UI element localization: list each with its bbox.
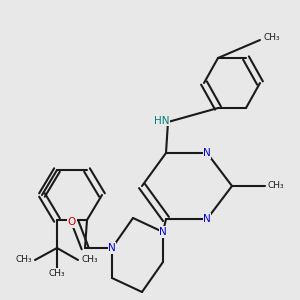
Text: CH₃: CH₃: [268, 182, 285, 190]
Text: CH₃: CH₃: [81, 256, 98, 265]
Text: O: O: [68, 217, 76, 227]
Text: CH₃: CH₃: [263, 32, 280, 41]
Text: HN: HN: [154, 116, 170, 125]
Text: CH₃: CH₃: [15, 256, 32, 265]
Text: N: N: [159, 227, 167, 237]
Text: N: N: [203, 148, 211, 158]
Text: N: N: [108, 243, 116, 253]
Text: N: N: [203, 214, 211, 224]
Text: CH₃: CH₃: [49, 268, 65, 278]
